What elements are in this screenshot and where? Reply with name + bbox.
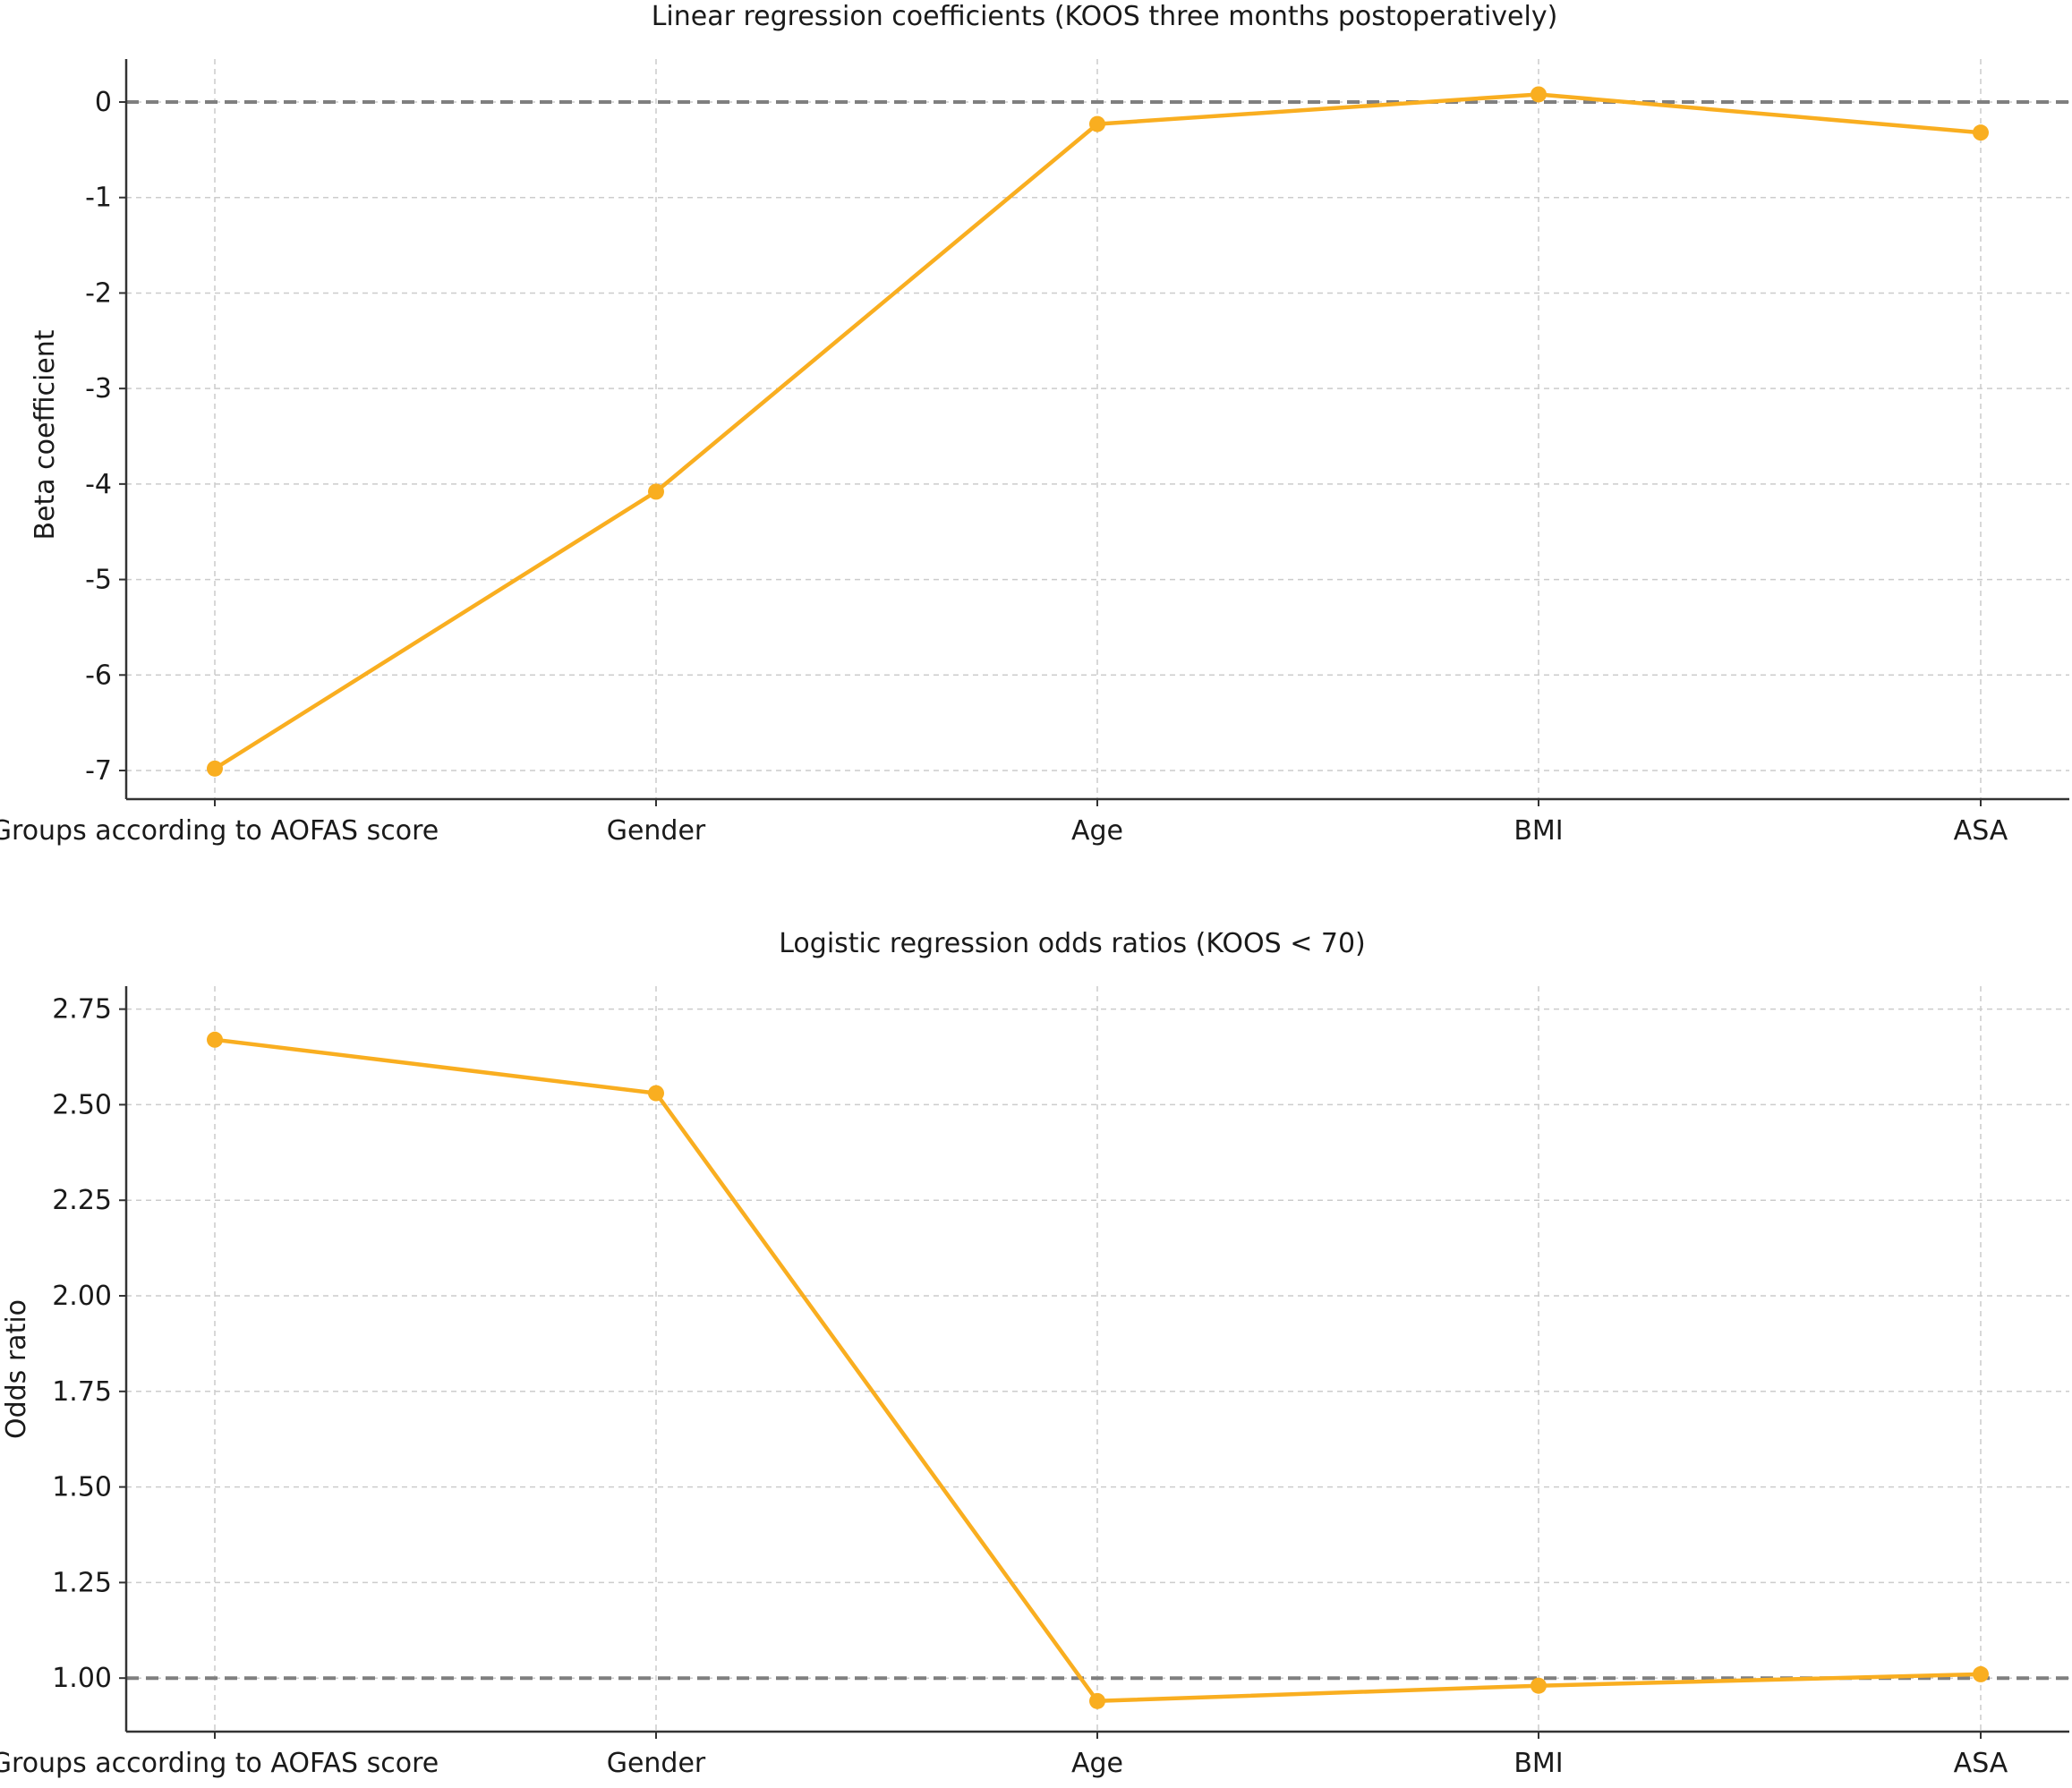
- y-ticks: 2.75 2.50 2.25 2.00 1.75 1.50 1.25 1.00: [52, 994, 126, 1694]
- y-tick-label: 1.75: [52, 1376, 112, 1408]
- linear-regression-panel: Linear regression coefficients (KOOS thr…: [0, 1, 2069, 847]
- series: [207, 86, 1989, 777]
- y-tick-label: -1: [85, 183, 112, 214]
- series-line: [213, 92, 1982, 771]
- x-tick-label: BMI: [1513, 815, 1563, 847]
- chart-title: Linear regression coefficients (KOOS thr…: [652, 1, 1558, 32]
- x-tick-label: ASA: [1954, 1748, 2008, 1779]
- data-point: [648, 483, 664, 500]
- y-tick-label: 1.00: [52, 1663, 112, 1694]
- data-point: [1973, 1665, 1989, 1682]
- y-axis-label: Odds ratio: [1, 1299, 32, 1439]
- data-point: [1089, 115, 1105, 132]
- y-tick-label: -2: [85, 277, 112, 309]
- x-tick-label: Age: [1071, 815, 1123, 847]
- series: [207, 1031, 1989, 1709]
- y-tick-label: 2.75: [52, 994, 112, 1026]
- x-tick-label: Gender: [607, 815, 706, 847]
- x-tick-label: Groups according to AOFAS score: [0, 1748, 439, 1779]
- data-point: [1531, 86, 1547, 103]
- chart-title: Logistic regression odds ratios (KOOS < …: [779, 928, 1366, 959]
- y-tick-label: -4: [85, 469, 112, 500]
- x-tick-label: ASA: [1954, 815, 2008, 847]
- data-point: [1973, 124, 1989, 141]
- x-tick-label: Groups according to AOFAS score: [0, 815, 439, 847]
- y-tick-label: -6: [85, 660, 112, 691]
- y-tick-label: 0: [95, 87, 112, 118]
- data-point: [207, 760, 223, 777]
- data-point: [207, 1031, 223, 1048]
- x-tick-label: Gender: [607, 1748, 706, 1779]
- y-tick-label: 1.50: [52, 1472, 112, 1503]
- grid: [126, 59, 2069, 799]
- x-tick-label: BMI: [1513, 1748, 1563, 1779]
- y-tick-label: -7: [85, 755, 112, 787]
- y-tick-label: 2.00: [52, 1281, 112, 1312]
- y-ticks: 0 -1 -2 -3 -4 -5 -6 -7: [85, 87, 126, 787]
- logistic-regression-panel: Logistic regression odds ratios (KOOS < …: [0, 928, 2069, 1779]
- data-point: [1089, 1692, 1105, 1709]
- y-tick-label: 2.50: [52, 1089, 112, 1120]
- y-axis-label: Beta coefficient: [30, 329, 61, 540]
- y-tick-label: 1.25: [52, 1567, 112, 1598]
- y-tick-label: -3: [85, 373, 112, 404]
- data-point: [648, 1085, 664, 1102]
- y-tick-label: 2.25: [52, 1185, 112, 1216]
- x-ticks: Groups according to AOFAS score Gender Age…: [0, 799, 2008, 847]
- grid: [126, 986, 2069, 1732]
- data-point: [1531, 1677, 1547, 1694]
- y-tick-label: -5: [85, 565, 112, 596]
- x-tick-label: Age: [1071, 1748, 1123, 1779]
- x-ticks: Groups according to AOFAS score Gender Age…: [0, 1732, 2008, 1779]
